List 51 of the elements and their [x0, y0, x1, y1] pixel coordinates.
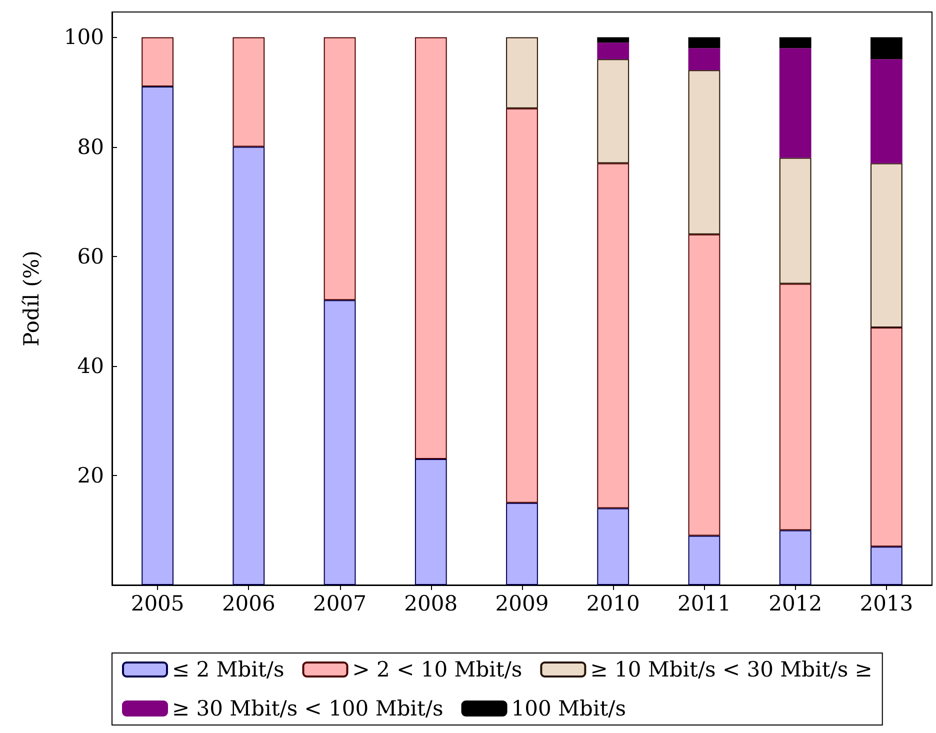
y-tick-label: 80 — [77, 134, 104, 159]
x-tick-label: 2013 — [860, 592, 914, 616]
bar — [232, 37, 265, 147]
bar — [414, 37, 447, 460]
bar — [688, 37, 720, 48]
bar — [506, 37, 538, 108]
bar — [870, 59, 902, 164]
x-tick-label: 2011 — [677, 592, 731, 616]
bar — [870, 37, 902, 60]
legend-label: ≥ 30 Mbit/s < 100 Mbit/s — [172, 696, 444, 720]
bar — [324, 300, 356, 585]
bar — [779, 48, 812, 158]
bar — [506, 502, 538, 585]
bar — [232, 146, 265, 585]
x-tick-label: 2008 — [404, 592, 458, 616]
bar — [779, 530, 812, 585]
bar — [597, 42, 630, 60]
x-tick-label: 2005 — [130, 592, 184, 616]
bar — [779, 284, 812, 530]
x-tick-label: 2007 — [313, 592, 367, 616]
bar — [506, 108, 538, 503]
bar — [688, 70, 720, 234]
legend-label: ≤ 2 Mbit/s — [172, 658, 284, 682]
bar — [597, 508, 630, 585]
bar — [688, 48, 720, 70]
bar — [779, 37, 812, 48]
bar — [597, 37, 630, 43]
bar — [870, 328, 902, 547]
y-axis-title: Podíl (%) — [20, 250, 44, 346]
y-tick-label: 40 — [77, 354, 104, 378]
x-tick-label: 2006 — [222, 592, 276, 616]
bar — [688, 234, 720, 536]
bar — [142, 86, 174, 585]
bar — [414, 459, 447, 585]
bar — [324, 37, 356, 300]
bar — [779, 158, 812, 284]
bar — [870, 163, 902, 328]
legend-label: > 2 < 10 Mbit/s — [352, 658, 522, 682]
x-tick-label: 2010 — [586, 592, 640, 616]
x-tick-label: 2012 — [768, 592, 822, 616]
y-tick-label: 60 — [77, 244, 104, 268]
bar — [597, 163, 630, 508]
bar — [142, 37, 174, 86]
bar — [597, 59, 630, 164]
legend-label: ≥ 10 Mbit/s < 30 Mbit/s ≥ — [590, 658, 872, 682]
x-tick-label: 2009 — [495, 592, 549, 616]
bar — [688, 536, 720, 585]
legend-label: 100 Mbit/s — [511, 696, 626, 720]
bar — [870, 546, 902, 585]
y-tick-label: 100 — [64, 25, 104, 50]
y-tick-label: 20 — [77, 463, 104, 488]
